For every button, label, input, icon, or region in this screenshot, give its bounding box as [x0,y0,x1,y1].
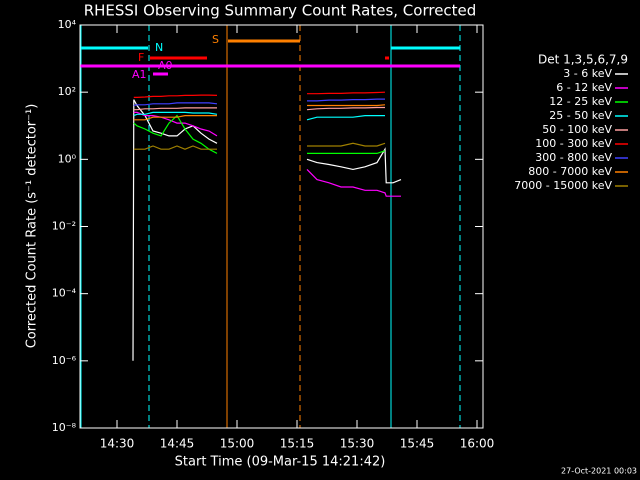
legend-label: 6 - 12 keV [556,81,612,94]
y-tick-label: 10⁴ [58,18,77,31]
y-tick-label: 10² [58,85,76,98]
flag-label: S [212,33,219,46]
series-line [133,114,386,154]
footer: 27-Oct-2021 00:03 [561,467,637,476]
legend-label: 7000 - 15000 keV [514,179,612,192]
flags [80,25,461,428]
x-tick-label: 15:30 [340,437,375,451]
x-tick-label: 16:00 [460,437,495,451]
series-line [132,99,402,361]
series-line [133,104,386,121]
y-tick-label: 10⁻² [52,220,76,233]
series-line [133,142,386,150]
x-tick-label: 15:45 [400,437,435,451]
series-line [133,98,385,107]
legend-label: 25 - 50 keV [549,109,612,122]
x-tick-label: 15:00 [220,437,255,451]
y-tick-label: 10⁰ [58,152,77,165]
legend-label: 12 - 25 keV [549,95,612,108]
series-line [133,111,385,121]
x-tick-label: 14:30 [100,437,135,451]
flag-label: N [155,41,163,54]
chart-title: RHESSI Observing Summary Count Rates, Co… [84,2,477,20]
flag-label: A1 [132,68,147,81]
legend-label: 3 - 6 keV [563,67,612,80]
series-line [133,111,401,197]
x-tick-label: 14:45 [160,437,195,451]
legend-title: Det 1,3,5,6,7,9 [538,53,628,67]
y-axis-label: Corrected Count Rate (s⁻¹ detector⁻¹) [25,104,40,349]
y-tick-label: 10⁻⁶ [52,354,77,367]
legend-label: 800 - 7000 keV [528,165,612,178]
series-line [133,91,386,98]
x-tick-label: 15:15 [280,437,315,451]
flag-label: A0 [158,59,173,72]
legend-label: 300 - 800 keV [535,151,612,164]
legend-label: 50 - 100 keV [542,123,612,136]
flag-label: F [138,51,144,64]
series-line [133,106,385,111]
x-axis-label: Start Time (09-Mar-15 14:21:42) [175,455,386,470]
y-tick-label: 10⁻⁴ [52,287,77,300]
plot-frame [79,24,484,429]
legend-label: 100 - 300 keV [535,137,612,150]
y-tick-label: 10⁻⁸ [52,421,77,434]
